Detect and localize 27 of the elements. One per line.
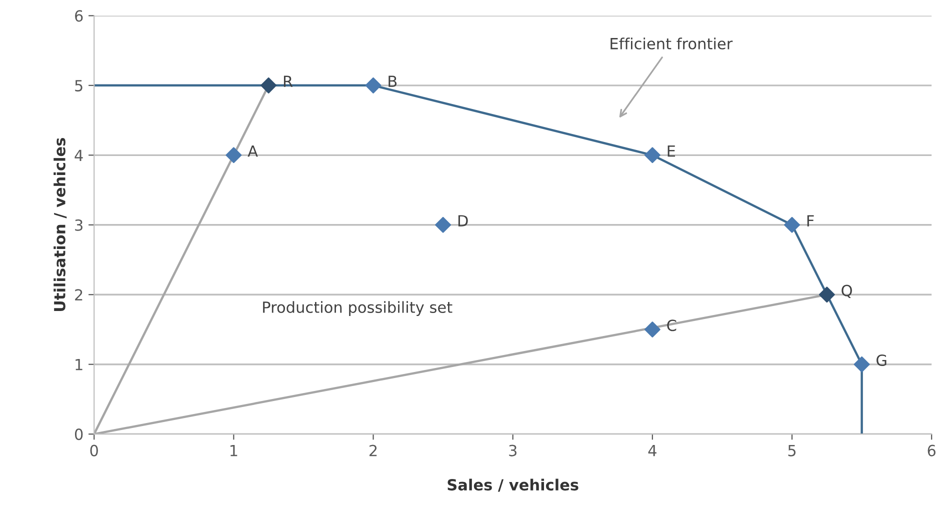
x-tick-label: 2 [370, 444, 377, 456]
annotation: D [458, 215, 468, 226]
y-tick-label: 5 [75, 80, 82, 92]
annotation: E [668, 145, 675, 157]
annotation: Q [842, 284, 852, 298]
annotation: R [284, 76, 293, 87]
x-tick-label: 6 [928, 444, 936, 456]
x-tick-label: 4 [648, 444, 656, 456]
annotation: C [667, 320, 676, 332]
annotation: G [876, 354, 886, 366]
y-axis-title: Utilisation / vehicles [54, 138, 67, 312]
annotation: A [248, 145, 258, 157]
annotation: Production possibility set [263, 301, 452, 316]
y-tick-label: 4 [74, 150, 83, 161]
y-tick-label: 3 [75, 219, 82, 231]
y-tick-label: 6 [75, 10, 83, 22]
annotation: Efficient frontier [610, 38, 733, 50]
x-tick-label: 3 [509, 444, 516, 456]
x-tick-label: 0 [90, 444, 98, 456]
x-tick-label: 1 [230, 444, 238, 456]
y-tick-label: 2 [75, 289, 82, 300]
x-tick-label: 5 [788, 444, 796, 456]
x-axis-title: Sales / vehicles [448, 478, 578, 492]
y-tick-label: 0 [74, 428, 83, 440]
annotation: F [807, 215, 814, 226]
annotation: B [388, 76, 397, 87]
y-tick-label: 1 [76, 359, 82, 370]
